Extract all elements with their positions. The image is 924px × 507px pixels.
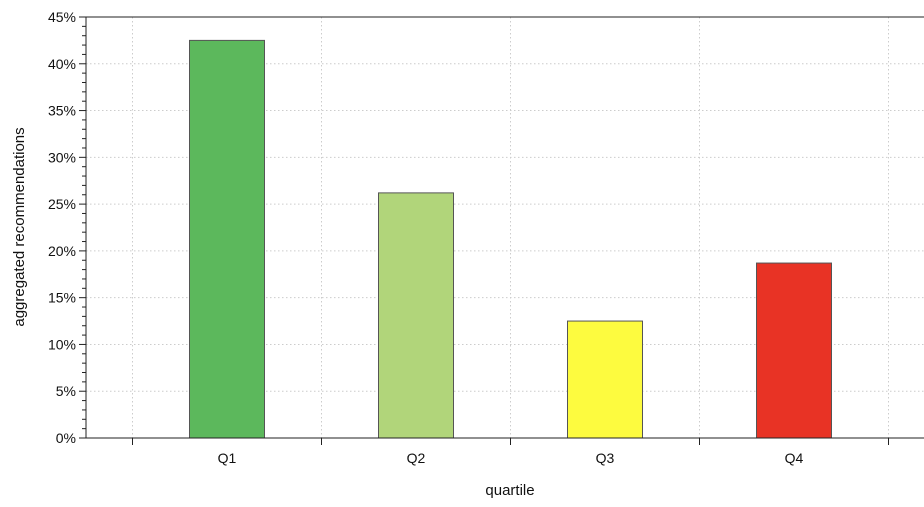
x-tick-label-q2: Q2 — [407, 450, 426, 466]
y-tick-label: 20% — [48, 243, 76, 259]
x-axis-title: quartile — [485, 482, 534, 499]
y-tick-label: 40% — [48, 56, 76, 72]
bar-q2 — [378, 192, 454, 439]
y-tick-label: 30% — [48, 149, 76, 165]
y-tick-label: 0% — [56, 430, 76, 446]
bar-layer — [189, 39, 832, 439]
x-tick-label-q3: Q3 — [596, 450, 615, 466]
bar-q1 — [189, 39, 265, 439]
y-tick-label: 10% — [48, 336, 76, 352]
y-tick-label: 5% — [56, 383, 76, 399]
y-tick-label: 45% — [48, 9, 76, 25]
y-tick-label: 35% — [48, 103, 76, 119]
bar-q4 — [756, 262, 832, 439]
bar-q3 — [567, 320, 643, 439]
y-tick-label: 15% — [48, 290, 76, 306]
y-axis-title: aggregated recommendations — [11, 127, 28, 326]
x-tick-label-q4: Q4 — [785, 450, 804, 466]
y-tick-label: 25% — [48, 196, 76, 212]
x-tick-label-q1: Q1 — [218, 450, 237, 466]
axis-layer: 0% 5% 10% 15% 20% 25% 30% 35% 40% 45% Q1 Q2 Q3 Q4 — [48, 9, 924, 466]
